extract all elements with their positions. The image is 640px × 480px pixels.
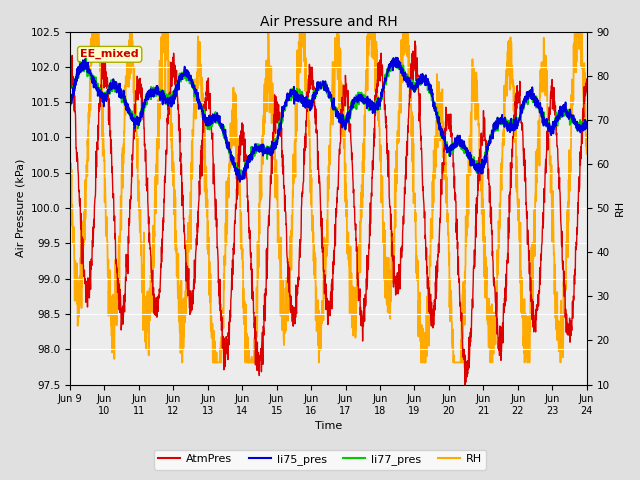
X-axis label: Time: Time <box>315 421 342 432</box>
Y-axis label: RH: RH <box>615 200 625 216</box>
Title: Air Pressure and RH: Air Pressure and RH <box>259 15 397 29</box>
Text: EE_mixed: EE_mixed <box>81 49 139 60</box>
Legend: AtmPres, li75_pres, li77_pres, RH: AtmPres, li75_pres, li77_pres, RH <box>154 450 486 469</box>
Y-axis label: Air Pressure (kPa): Air Pressure (kPa) <box>15 159 25 257</box>
